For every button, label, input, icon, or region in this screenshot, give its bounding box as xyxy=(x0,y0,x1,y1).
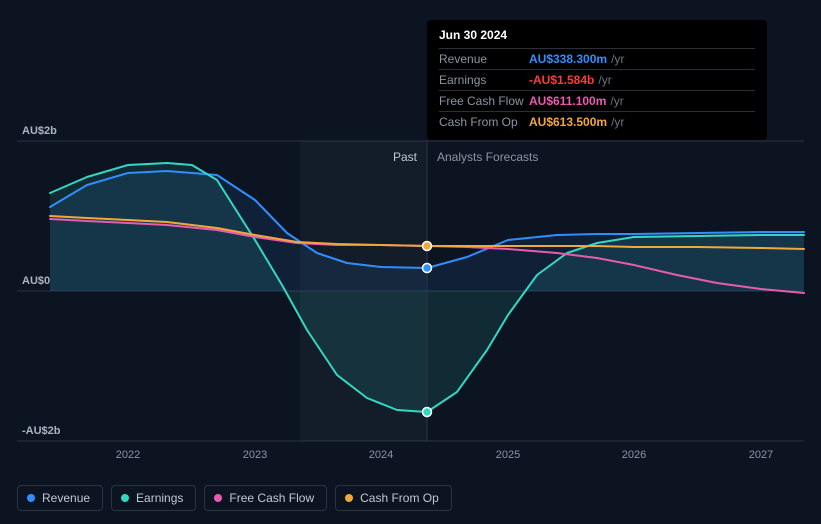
legend-label: Cash From Op xyxy=(360,491,439,505)
tooltip-unit: /yr xyxy=(611,50,624,68)
legend-item[interactable]: Free Cash Flow xyxy=(204,485,327,511)
x-axis-tick: 2024 xyxy=(361,449,401,461)
x-axis-tick: 2025 xyxy=(488,449,528,461)
x-axis-tick: 2022 xyxy=(108,449,148,461)
series-marker xyxy=(423,264,432,273)
x-axis-tick: 2027 xyxy=(741,449,781,461)
y-axis-label: AU$2b xyxy=(22,125,57,137)
legend-dot xyxy=(345,494,353,502)
tooltip-row: Earnings-AU$1.584b/yr xyxy=(439,69,755,90)
tooltip-value: AU$338.300m xyxy=(529,50,607,68)
forecast-label: Analysts Forecasts xyxy=(427,150,804,164)
legend-item[interactable]: Cash From Op xyxy=(335,485,452,511)
tooltip-label: Free Cash Flow xyxy=(439,92,529,110)
tooltip-row: RevenueAU$338.300m/yr xyxy=(439,48,755,69)
legend-label: Earnings xyxy=(136,491,183,505)
tooltip-value: AU$613.500m xyxy=(529,113,607,131)
financials-chart xyxy=(17,125,804,445)
tooltip-row: Cash From OpAU$613.500m/yr xyxy=(439,111,755,132)
tooltip-row: Free Cash FlowAU$611.100m/yr xyxy=(439,90,755,111)
tooltip-value: -AU$1.584b xyxy=(529,71,594,89)
chart-legend: Revenue Earnings Free Cash Flow Cash From O… xyxy=(17,485,452,511)
legend-label: Revenue xyxy=(42,491,90,505)
tooltip-label: Cash From Op xyxy=(439,113,529,131)
tooltip-value: AU$611.100m xyxy=(529,92,606,110)
legend-dot xyxy=(121,494,129,502)
tooltip-unit: /yr xyxy=(598,71,611,89)
tooltip-unit: /yr xyxy=(611,113,624,131)
legend-dot xyxy=(27,494,35,502)
legend-item[interactable]: Earnings xyxy=(111,485,196,511)
y-axis-label: AU$0 xyxy=(22,275,50,287)
legend-item[interactable]: Revenue xyxy=(17,485,103,511)
legend-dot xyxy=(214,494,222,502)
chart-tooltip: Jun 30 2024 RevenueAU$338.300m/yrEarning… xyxy=(427,20,767,140)
x-axis-tick: 2026 xyxy=(614,449,654,461)
series-marker xyxy=(423,242,432,251)
series-marker xyxy=(423,408,432,417)
legend-label: Free Cash Flow xyxy=(229,491,314,505)
x-axis-tick: 2023 xyxy=(235,449,275,461)
tooltip-label: Revenue xyxy=(439,50,529,68)
y-axis-label: -AU$2b xyxy=(22,425,61,437)
tooltip-date: Jun 30 2024 xyxy=(439,28,755,46)
section-labels: Past Analysts Forecasts xyxy=(17,150,804,164)
past-label: Past xyxy=(17,150,427,164)
tooltip-unit: /yr xyxy=(610,92,623,110)
tooltip-label: Earnings xyxy=(439,71,529,89)
